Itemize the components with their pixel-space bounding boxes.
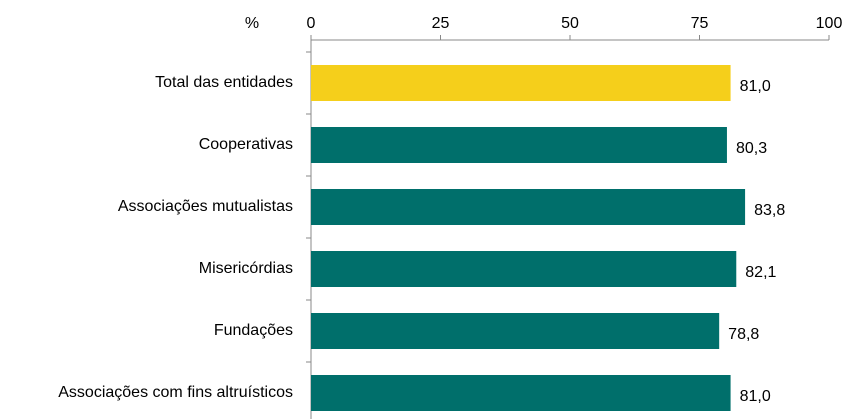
bar bbox=[311, 127, 727, 163]
bar bbox=[311, 251, 737, 287]
bar bbox=[311, 65, 731, 101]
y-tick-label: Cooperativas bbox=[199, 136, 293, 153]
bar bbox=[311, 375, 731, 411]
value-label: 81,0 bbox=[740, 388, 771, 405]
y-tick-label: Fundações bbox=[214, 322, 293, 339]
x-tick-label: 75 bbox=[691, 15, 709, 32]
axis-unit-label: % bbox=[245, 15, 259, 32]
value-label: 81,0 bbox=[740, 78, 771, 95]
x-tick-label: 50 bbox=[561, 15, 579, 32]
x-tick-label: 100 bbox=[816, 15, 843, 32]
value-label: 83,8 bbox=[754, 202, 785, 219]
value-label: 82,1 bbox=[745, 264, 776, 281]
x-tick-label: 25 bbox=[432, 15, 450, 32]
value-label: 78,8 bbox=[728, 326, 759, 343]
y-tick-label: Associações mutualistas bbox=[118, 198, 293, 215]
x-tick-label: 0 bbox=[307, 15, 316, 32]
y-tick-label: Associações com fins altruísticos bbox=[58, 384, 293, 401]
y-tick-label: Total das entidades bbox=[155, 74, 293, 91]
bar bbox=[311, 189, 746, 225]
value-label: 80,3 bbox=[736, 140, 767, 157]
bar bbox=[311, 313, 720, 349]
y-tick-label: Misericórdias bbox=[199, 260, 293, 277]
